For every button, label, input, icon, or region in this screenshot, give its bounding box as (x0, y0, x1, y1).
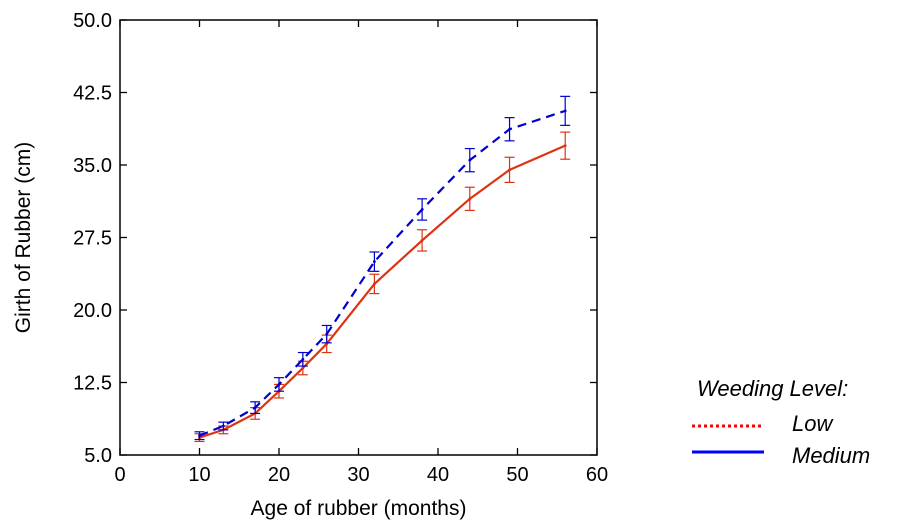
y-tick-label: 20.0 (73, 300, 112, 322)
axis-ticks (119, 19, 598, 456)
plot-frame (119, 19, 598, 456)
x-tick-label: 20 (268, 464, 290, 486)
y-tick-label: 50.0 (73, 10, 112, 32)
data-point-medium (563, 109, 567, 113)
plot-marks (194, 95, 571, 443)
x-axis-title: Age of rubber (months) (251, 497, 467, 520)
legend-label-medium: Medium (792, 443, 870, 468)
legend: Weeding Level: Low Medium (692, 376, 870, 468)
data-point-medium (253, 406, 257, 410)
x-tick-label: 0 (114, 464, 125, 486)
legend-label-low: Low (792, 411, 834, 436)
y-tick-label: 35.0 (73, 155, 112, 177)
y-tick-label: 27.5 (73, 228, 112, 250)
x-tick-label: 50 (506, 464, 528, 486)
y-tick-label: 12.5 (73, 373, 112, 395)
data-point-low (563, 144, 567, 148)
y-axis-title: Girth of Rubber (cm) (12, 142, 35, 333)
data-point-medium (420, 208, 424, 211)
data-point-medium (468, 158, 472, 162)
tick-labels: 0 10 20 30 40 50 60 5.0 12.5 20.0 27.5 35.0 42.5 50.0 (73, 10, 608, 486)
legend-title: Weeding Level: (697, 376, 848, 401)
x-tick-label: 40 (427, 464, 449, 486)
series-line-low (199, 144, 566, 439)
y-tick-label: 42.5 (73, 83, 112, 105)
data-point-low (420, 239, 424, 242)
x-tick-label: 60 (586, 464, 608, 486)
data-point-medium (277, 383, 281, 386)
data-point-low (301, 366, 305, 370)
data-point-medium (325, 332, 329, 336)
series-medium (194, 95, 571, 441)
data-point-low (373, 282, 376, 286)
data-point-medium (373, 260, 376, 264)
data-point-medium (301, 357, 305, 361)
x-tick-label: 30 (347, 464, 369, 486)
series-low (194, 131, 571, 443)
x-tick-label: 10 (188, 464, 210, 486)
y-tick-label: 5.0 (84, 445, 112, 467)
data-point-medium (198, 434, 201, 438)
data-point-low (468, 197, 472, 201)
data-point-low (508, 168, 511, 172)
data-point-medium (221, 424, 225, 428)
data-point-medium (508, 127, 511, 131)
series-line-medium (199, 109, 566, 437)
